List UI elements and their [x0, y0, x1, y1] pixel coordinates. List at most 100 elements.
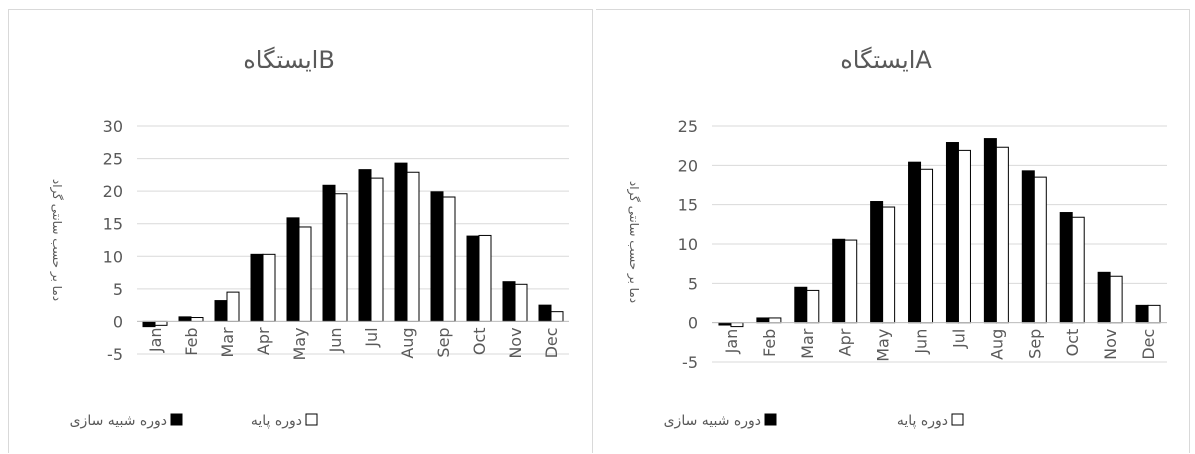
bar-simulation-apr [832, 238, 846, 324]
bar-base-jun [334, 193, 348, 322]
legend-label: دوره شبیه سازی [664, 413, 761, 429]
bar-simulation-apr [250, 253, 264, 322]
bar-base-aug [995, 146, 1009, 324]
bar-base-jan [154, 320, 168, 326]
y-tick-label: -5 [682, 353, 698, 372]
bar-simulation-feb [756, 317, 770, 324]
bar-simulation-aug [983, 138, 997, 324]
bar-simulation-feb [178, 316, 192, 322]
x-tick-label: Feb [182, 327, 201, 355]
x-tick-label: Jul [949, 329, 968, 349]
bar-simulation-may [286, 217, 300, 322]
x-tick-label: Apr [254, 327, 273, 355]
y-tick-label: 20 [103, 182, 123, 201]
bar-simulation-sep [430, 191, 444, 322]
y-axis-label: دما بر حسب سانتی گراد [626, 181, 641, 303]
bar-simulation-jun [322, 184, 336, 322]
bar-simulation-aug [394, 162, 408, 322]
x-tick-label: Sep [434, 327, 453, 357]
x-tick-label: Mar [218, 327, 237, 358]
bar-base-dec [550, 311, 564, 322]
chart-panel-station-a: ایستگاهA -5 0 5 10 15 20 25 دما بر حسب سانتی گرا… [596, 9, 1190, 453]
chart-title: ایستگاهB [243, 46, 335, 74]
x-tick-label: Jun [326, 327, 345, 353]
x-tick-label: Dec [542, 327, 561, 358]
bar-base-jul [370, 177, 384, 322]
bar-base-mar [806, 289, 820, 324]
x-tick-label: Oct [1063, 329, 1082, 357]
x-tick-label: May [290, 327, 309, 360]
bar-simulation-nov [1097, 271, 1111, 324]
legend-item-base: دوره پایه [897, 413, 964, 429]
y-tick-label: 15 [103, 215, 123, 234]
x-tick-label: Dec [1139, 329, 1158, 360]
bar-base-jun [920, 168, 934, 324]
y-tick-label: 20 [678, 156, 698, 175]
legend-item-base: دوره پایه [251, 413, 318, 429]
legend-label: دوره پایه [251, 413, 302, 429]
legend-swatch [170, 413, 183, 426]
bar-simulation-jun [908, 161, 922, 324]
x-tick-label: Jan [146, 327, 165, 353]
bar-base-mar [226, 291, 240, 322]
x-tick-label: Aug [987, 329, 1006, 360]
bar-base-jan [730, 322, 744, 328]
x-tick-label: Mar [798, 328, 817, 359]
y-axis-label: دما بر حسب سانتی گراد [49, 179, 64, 301]
bar-base-may [882, 206, 896, 324]
y-tick-label: 10 [103, 247, 123, 266]
chart-title: ایستگاهA [840, 46, 932, 74]
bar-base-may [298, 226, 312, 322]
bar-base-apr [262, 253, 276, 322]
bar-base-apr [844, 239, 858, 324]
bar-simulation-sep [1021, 170, 1035, 324]
legend-swatch [764, 413, 777, 426]
y-tick-label: 25 [103, 150, 123, 169]
x-tick-label: Jul [362, 327, 381, 347]
bar-base-feb [768, 317, 782, 324]
y-tick-label: 30 [103, 117, 123, 136]
bar-simulation-dec [1135, 304, 1149, 324]
bar-base-jul [957, 149, 971, 324]
x-tick-label: Jun [912, 329, 931, 355]
x-tick-label: Nov [506, 327, 525, 358]
legend-swatch [951, 413, 964, 426]
bar-simulation-jul [945, 142, 959, 324]
legend-label: دوره پایه [897, 413, 948, 429]
bar-base-oct [1071, 216, 1085, 324]
bar-simulation-mar [794, 286, 808, 324]
x-tick-label: Apr [836, 328, 855, 356]
bar-base-aug [406, 171, 420, 322]
y-tick-label: 15 [678, 196, 698, 215]
x-tick-label: Oct [470, 327, 489, 355]
bar-simulation-mar [214, 300, 228, 322]
bar-simulation-may [870, 201, 884, 324]
bar-simulation-dec [538, 304, 552, 322]
bar-base-nov [1109, 275, 1123, 324]
legend-item-simulation: دوره شبیه سازی [70, 413, 183, 429]
y-tick-label: 0 [113, 312, 123, 331]
x-tick-label: Sep [1025, 329, 1044, 359]
y-tick-label: 5 [688, 274, 698, 293]
x-tick-label: Jan [722, 329, 741, 355]
bar-base-sep [442, 196, 456, 322]
bar-base-dec [1147, 304, 1161, 324]
bar-base-nov [514, 283, 528, 322]
chart-station-a: ایستگاهA -5 0 5 10 15 20 25 دما بر حسب سانتی گرا… [626, 46, 1167, 429]
legend-label: دوره شبیه سازی [70, 413, 167, 429]
x-tick-label: Aug [398, 327, 417, 358]
bar-base-oct [478, 234, 492, 322]
legend-swatch [305, 413, 318, 426]
legend-item-simulation: دوره شبیه سازی [664, 413, 777, 429]
bar-base-feb [190, 317, 204, 322]
y-tick-label: 10 [678, 235, 698, 254]
bar-simulation-nov [502, 281, 516, 322]
y-tick-label: -5 [107, 345, 123, 364]
bar-simulation-jan [142, 320, 156, 328]
x-tick-label: May [874, 329, 893, 362]
x-tick-label: Feb [760, 329, 779, 357]
y-tick-label: 5 [113, 280, 123, 299]
bar-simulation-jul [358, 169, 372, 322]
y-tick-label: 25 [678, 117, 698, 136]
x-tick-label: Nov [1101, 329, 1120, 360]
